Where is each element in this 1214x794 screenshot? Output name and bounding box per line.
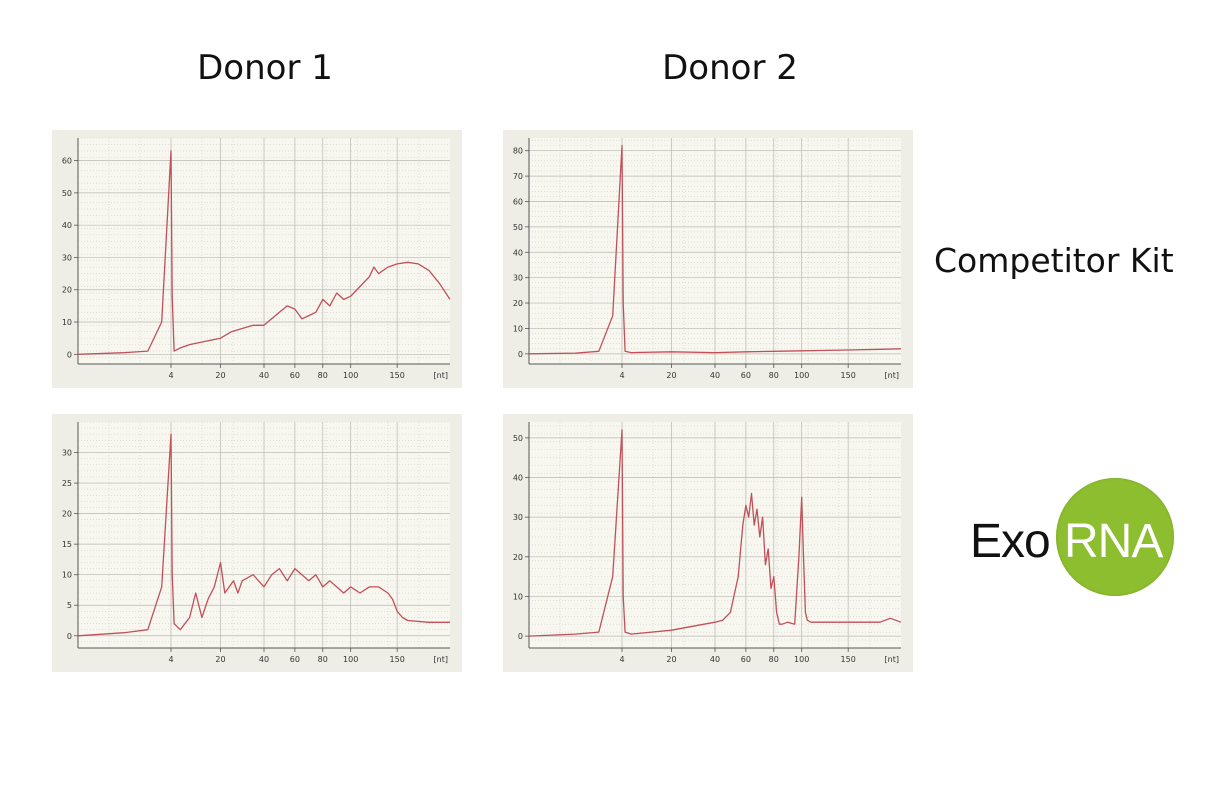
logo-exo-text: Exo — [970, 515, 1051, 568]
y-tick-label: 80 — [513, 147, 523, 156]
x-tick-label: 150 — [841, 655, 856, 664]
x-tick-label: 100 — [794, 371, 809, 380]
y-tick-label: 20 — [513, 299, 523, 308]
series-line — [528, 144, 902, 355]
column-title-donor-2: Donor 2 — [662, 48, 798, 88]
x-tick-label: 150 — [390, 371, 405, 380]
y-tick-label: 50 — [62, 189, 72, 198]
y-tick-label: 10 — [62, 571, 72, 580]
x-tick-label: 80 — [318, 655, 328, 664]
y-tick-label: 30 — [513, 513, 523, 522]
y-tick-label: 40 — [513, 248, 523, 257]
chart-svg: 0 10 20 30 40 50 4 20 40 60 80 100 150 [nt] — [513, 422, 902, 664]
x-tick-label: 20 — [215, 655, 225, 664]
x-tick-label: 20 — [666, 655, 676, 664]
x-unit-label: [nt] — [885, 371, 899, 380]
y-tick-label: 10 — [513, 592, 523, 601]
chart-exorna-donor-1: 0 5 10 15 20 25 30 4 20 40 60 80 100 150 [nt] — [52, 414, 462, 672]
x-tick-label: 60 — [741, 655, 751, 664]
chart-svg: 0 10 20 30 40 50 60 70 80 4 20 40 60 80 100 150 [nt] — [513, 138, 902, 380]
x-tick-label: 60 — [290, 371, 300, 380]
x-unit-label: [nt] — [434, 655, 448, 664]
y-tick-label: 60 — [513, 197, 523, 206]
y-tick-label: 50 — [513, 434, 523, 443]
y-tick-label: 20 — [62, 510, 72, 519]
y-tick-label: 50 — [513, 223, 523, 232]
chart-exorna-donor-2: 0 10 20 30 40 50 4 20 40 60 80 100 150 [nt] — [503, 414, 913, 672]
chart-svg: 0 10 20 30 40 50 60 4 20 40 60 80 100 150 [nt] — [62, 137, 451, 380]
y-tick-label: 0 — [67, 350, 72, 359]
y-tick-label: 60 — [62, 157, 72, 166]
y-tick-label: 30 — [513, 274, 523, 283]
y-tick-label: 0 — [518, 632, 523, 641]
y-tick-label: 25 — [62, 479, 72, 488]
x-tick-label: 100 — [343, 655, 358, 664]
x-tick-label: 20 — [666, 371, 676, 380]
x-tick-label: 4 — [619, 371, 624, 380]
x-tick-label: 40 — [710, 371, 720, 380]
x-tick-label: 4 — [619, 655, 624, 664]
y-tick-label: 10 — [62, 318, 72, 327]
y-tick-label: 0 — [67, 632, 72, 641]
logo-circle — [1056, 478, 1174, 596]
y-tick-label: 40 — [62, 221, 72, 230]
chart-competitor-donor-1: 0 10 20 30 40 50 60 4 20 40 60 80 100 150 [nt] — [52, 130, 462, 388]
y-tick-label: 15 — [62, 540, 72, 549]
x-tick-label: 40 — [710, 655, 720, 664]
x-tick-label: 80 — [318, 371, 328, 380]
y-tick-label: 30 — [62, 449, 72, 458]
x-tick-label: 80 — [769, 655, 779, 664]
x-unit-label: [nt] — [434, 371, 448, 380]
x-tick-label: 150 — [390, 655, 405, 664]
x-tick-label: 100 — [343, 371, 358, 380]
y-tick-label: 10 — [513, 324, 523, 333]
x-tick-label: 4 — [168, 371, 173, 380]
x-tick-label: 80 — [769, 371, 779, 380]
y-tick-label: 40 — [513, 474, 523, 483]
series-line — [77, 150, 451, 355]
series-line — [77, 433, 450, 637]
chart-svg: 0 5 10 15 20 25 30 4 20 40 60 80 100 150 [nt] — [62, 421, 450, 664]
y-tick-label: 20 — [513, 553, 523, 562]
x-tick-label: 60 — [290, 655, 300, 664]
y-tick-label: 5 — [67, 601, 72, 610]
x-tick-label: 150 — [841, 371, 856, 380]
x-tick-label: 40 — [259, 655, 269, 664]
column-title-donor-1: Donor 1 — [197, 48, 333, 88]
series-line — [528, 429, 902, 637]
y-tick-label: 0 — [518, 350, 523, 359]
exorna-logo: Exo RNA — [970, 478, 1180, 602]
x-tick-label: 60 — [741, 371, 751, 380]
x-unit-label: [nt] — [885, 655, 899, 664]
y-tick-label: 70 — [513, 172, 523, 181]
x-tick-label: 4 — [168, 655, 173, 664]
y-tick-label: 20 — [62, 286, 72, 295]
chart-competitor-donor-2: 0 10 20 30 40 50 60 70 80 4 20 40 60 80 100 150 [nt] — [503, 130, 913, 388]
row-label-competitor-kit: Competitor Kit — [934, 241, 1174, 280]
y-tick-label: 30 — [62, 253, 72, 262]
x-tick-label: 100 — [794, 655, 809, 664]
x-tick-label: 40 — [259, 371, 269, 380]
logo-rna-text: RNA — [1064, 515, 1163, 568]
x-tick-label: 20 — [215, 371, 225, 380]
